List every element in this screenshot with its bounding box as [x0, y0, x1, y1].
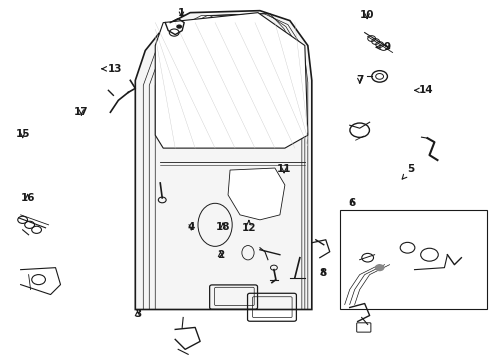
Text: 10: 10 — [360, 10, 374, 20]
Text: 5: 5 — [402, 164, 415, 179]
Polygon shape — [228, 168, 285, 220]
Text: 17: 17 — [74, 107, 89, 117]
Text: 4: 4 — [188, 222, 195, 231]
Text: 2: 2 — [217, 250, 224, 260]
Text: 7: 7 — [356, 75, 364, 85]
Circle shape — [176, 24, 182, 29]
Circle shape — [375, 264, 385, 271]
Text: 9: 9 — [376, 42, 390, 52]
Text: 8: 8 — [319, 268, 327, 278]
Text: 12: 12 — [242, 220, 256, 233]
Text: 18: 18 — [216, 222, 230, 231]
Polygon shape — [135, 11, 312, 310]
Polygon shape — [155, 13, 308, 148]
Text: 13: 13 — [102, 64, 123, 74]
Text: 11: 11 — [277, 164, 292, 174]
Text: 15: 15 — [15, 129, 30, 139]
Text: 6: 6 — [349, 198, 356, 208]
Text: 16: 16 — [20, 193, 35, 203]
Text: 3: 3 — [134, 310, 141, 319]
Text: 14: 14 — [415, 85, 433, 95]
Text: 1: 1 — [178, 8, 185, 18]
